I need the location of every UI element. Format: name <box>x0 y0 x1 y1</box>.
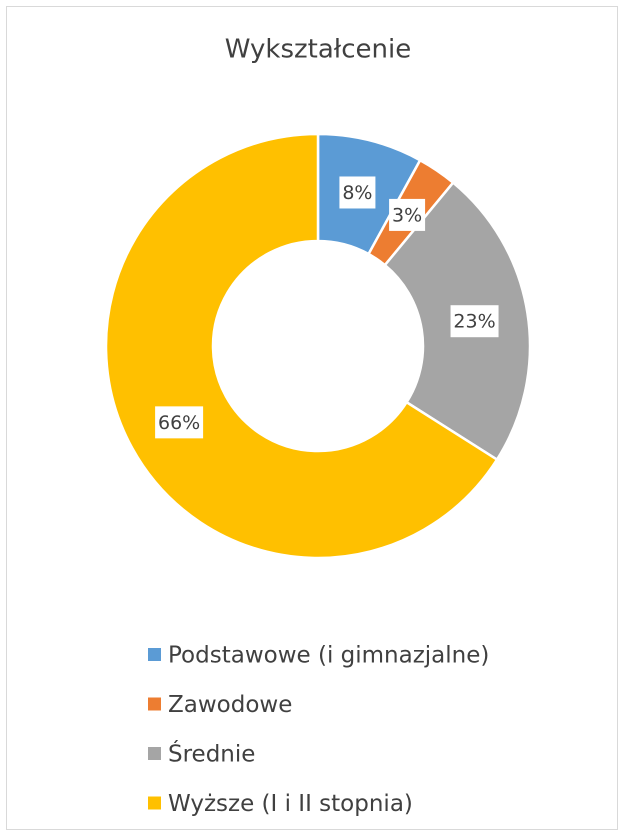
chart-title: Wykształcenie <box>225 35 411 65</box>
data-label-box <box>155 406 204 439</box>
data-label-box <box>389 198 426 231</box>
legend-swatch <box>148 697 161 711</box>
legend-swatch <box>148 796 161 810</box>
data-label: 8% <box>342 182 372 204</box>
legend-swatch <box>148 747 161 760</box>
donut-slice <box>104 132 499 560</box>
data-label: 23% <box>453 311 495 333</box>
data-label-box <box>450 305 499 338</box>
legend-swatch <box>148 648 161 661</box>
data-label: 66% <box>158 412 200 434</box>
legend-label: Wyższe (I i II stopnia) <box>168 791 413 817</box>
data-label: 3% <box>392 204 422 226</box>
legend-label: Średnie <box>168 740 255 768</box>
data-label-box <box>339 176 376 209</box>
legend-label: Zawodowe <box>168 692 292 718</box>
legend-label: Podstawowe (i gimnazjalne) <box>168 643 489 669</box>
chart-border <box>6 6 618 830</box>
